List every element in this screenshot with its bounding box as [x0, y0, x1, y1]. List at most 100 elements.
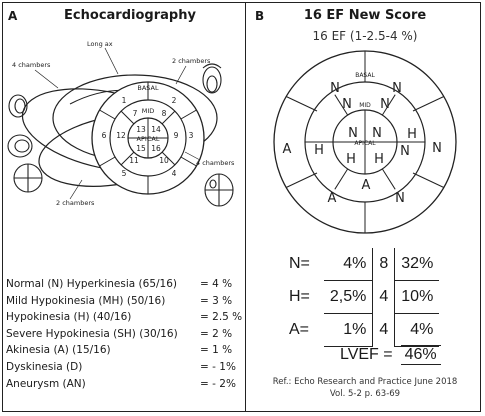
lvef-result: LVEF = 46%: [340, 345, 441, 365]
score-basal-label: BASAL: [355, 72, 375, 79]
segment-number: 6: [102, 131, 107, 140]
score-label: H=: [289, 288, 310, 305]
heart-thumbnail-right-icon: [204, 173, 234, 207]
basal-segment-score: A: [283, 142, 292, 157]
heart-thumbnail-left-top-icon: [8, 94, 28, 118]
apical-segment-score: N: [348, 126, 358, 141]
legend-label: Dyskinesia (D): [6, 360, 83, 373]
mid-segment-score: N: [400, 144, 410, 159]
score-row-n: N= 4% 8 32%: [283, 248, 440, 281]
echo-diagram: BASAL MID APICAL 1 2 3 4 5 6 7 8 9 10 11…: [7, 40, 235, 207]
segment-number: 16: [151, 144, 161, 153]
apical-segment-score: H: [346, 152, 356, 167]
segment-number: 15: [136, 144, 146, 153]
segment-number: 2: [172, 96, 177, 105]
score-label: N=: [289, 255, 310, 273]
score-count: 4: [372, 280, 396, 314]
mid-segment-score: N: [380, 97, 390, 112]
basal-segment-score: A: [328, 191, 337, 206]
four-chambers-left-label: 4 chambers: [12, 61, 51, 69]
legend-label: Hypokinesia (H) (40/16): [6, 311, 132, 324]
legend-value: = - 1%: [200, 360, 236, 373]
legend-value: = 4 %: [200, 278, 233, 290]
two-chambers-bottom-label: 2 chambers: [56, 199, 95, 207]
panel-a-title: Echocardiography: [64, 8, 196, 23]
lvef-value: 46%: [400, 345, 441, 365]
score-count: 4: [372, 313, 396, 347]
segment-number: 3: [189, 131, 194, 140]
reference-line-2: Vol. 5-2 p. 63-69: [329, 389, 401, 399]
segment-number: 9: [174, 131, 179, 140]
score-spokes: [285, 51, 445, 233]
panel-b-title: 16 EF New Score: [303, 8, 427, 23]
legend-row-dyskinesia: Dyskinesia (D) = - 1%: [6, 359, 244, 376]
score-label: A=: [289, 321, 310, 338]
segment-number: 12: [116, 131, 126, 140]
legend-value: = 1 %: [200, 344, 233, 357]
apical-segment-score: N: [372, 126, 382, 141]
segment-number: 13: [136, 125, 146, 134]
legend-value: = 3 %: [200, 294, 233, 307]
mid-segment-score: A: [362, 178, 371, 193]
score-row-a: A= 1% 4 4%: [283, 313, 440, 347]
score-total: 32%: [394, 248, 440, 281]
legend-label: Akinesia (A) (15/16): [6, 344, 111, 357]
wall-motion-legend: Normal (N) Hyperkinesia (65/16) = 4 % Mil…: [6, 276, 244, 392]
legend-value: = 2 %: [200, 327, 233, 340]
basal-segment-score: N: [395, 191, 405, 206]
figure-frame: [2, 2, 481, 412]
mid-segment-score: N: [342, 97, 352, 112]
segment-number: 5: [122, 169, 127, 178]
legend-row-akinesia: Akinesia (A) (15/16) = 1 %: [6, 342, 244, 359]
segment-number: 14: [151, 125, 161, 134]
apical-label: APICAL: [137, 135, 160, 143]
legend-row-severe-hypokinesia: Severe Hypokinesia (SH) (30/16) = 2 %: [6, 326, 244, 343]
panel-b-letter: B: [255, 9, 265, 23]
score-apical-label: APICAL: [354, 140, 376, 147]
legend-row-aneurysm: Aneurysm (AN) = - 2%: [6, 376, 244, 393]
score-row-h: H= 2,5% 4 10%: [283, 280, 440, 314]
legend-label: Severe Hypokinesia (SH) (30/16): [6, 327, 178, 340]
lvef-label: LVEF =: [340, 346, 393, 363]
four-chambers-right-label: 4 chambers: [196, 159, 235, 167]
panel-b-subtitle: 16 EF (1-2.5-4 %): [312, 29, 418, 43]
mid-label: MID: [142, 107, 155, 115]
legend-label: Aneurysm (AN): [6, 377, 86, 390]
score-total: 10%: [394, 280, 440, 314]
score-total: 4%: [394, 313, 440, 347]
apical-segment-score: H: [374, 152, 384, 167]
segment-number: 8: [162, 109, 167, 118]
legend-value: = - 2%: [200, 377, 236, 390]
score-percent: 2,5%: [323, 280, 373, 314]
two-chambers-top-label: 2 chambers: [172, 57, 211, 65]
bullseye-spokes: [99, 82, 197, 194]
basal-segment-score: N: [330, 81, 340, 96]
bullseye-score-diagram: BASAL MID APICAL N N N N A A N N H A H N…: [273, 50, 457, 234]
heart-thumbnail-left-mid-icon: [7, 134, 33, 158]
legend-value: = 2.5 %: [200, 311, 243, 324]
mid-segment-score: H: [407, 127, 417, 142]
heart-thumbnail-left-bottom-icon: [13, 163, 43, 193]
panel-a-letter: A: [8, 9, 18, 23]
panel-divider: [245, 2, 246, 412]
long-axis-label: Long ax: [87, 40, 113, 48]
segment-number: 11: [129, 156, 139, 165]
basal-segment-score: N: [392, 81, 402, 96]
legend-label: Mild Hypokinesia (MH) (50/16): [6, 294, 166, 307]
heart-thumbnail-top-right-icon: [202, 63, 222, 94]
legend-label: Normal (N) Hyperkinesia (65/16): [6, 278, 177, 290]
segment-number: 1: [122, 96, 127, 105]
score-percent: 1%: [323, 313, 373, 347]
legend-row-normal: Normal (N) Hyperkinesia (65/16) = 4 %: [6, 276, 244, 293]
reference-note: Ref.: Echo Research and Practice June 20…: [252, 376, 478, 400]
segment-number: 10: [159, 156, 169, 165]
basal-segment-score: N: [432, 141, 442, 156]
legend-row-hypokinesia: Hypokinesia (H) (40/16) = 2.5 %: [6, 309, 244, 326]
score-percent: 4%: [323, 248, 373, 281]
legend-row-mild-hypokinesia: Mild Hypokinesia (MH) (50/16) = 3 %: [6, 293, 244, 310]
reference-line-1: Ref.: Echo Research and Practice June 20…: [272, 377, 458, 387]
segment-number: 4: [172, 169, 177, 178]
mid-segment-score: H: [314, 143, 324, 158]
basal-label: BASAL: [137, 84, 159, 92]
score-mid-label: MID: [359, 102, 371, 109]
